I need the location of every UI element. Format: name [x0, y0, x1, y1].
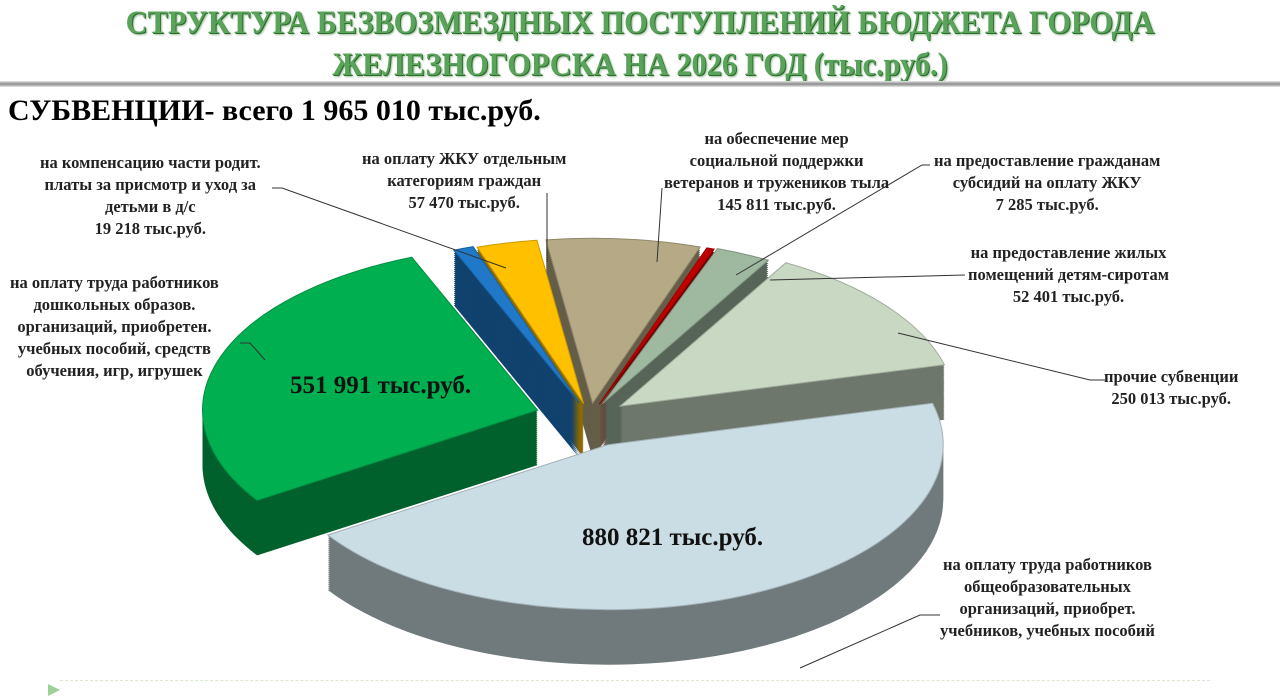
- pie-slice: [326, 402, 944, 665]
- data-label-schools: 880 821 тыс.руб.: [582, 524, 764, 551]
- pie-slice-top: [452, 246, 581, 404]
- label-line: дошкольных образов.: [33, 295, 196, 314]
- leader-line-other: [897, 332, 1105, 381]
- label-line: категориям граждан: [387, 171, 542, 190]
- label-value: 7 285 тыс.руб.: [995, 195, 1099, 214]
- pie-slice-top: [598, 247, 716, 405]
- chart-title-line-2: ЖЕЛЕЗНОГОРСКА НА 2026 ГОД (тыс.руб.): [332, 47, 948, 83]
- label-line: ветеранов и тружеников тыла: [664, 173, 890, 192]
- label-preschool: на оплату труда работников дошкольных об…: [10, 272, 219, 382]
- label-value: 57 470 тыс.руб.: [408, 193, 520, 212]
- pie-slice-top: [545, 237, 701, 405]
- leader-line-subsidies: [735, 164, 930, 276]
- label-line: на предоставление жилых: [970, 243, 1167, 262]
- chart-subtitle: СУБВЕНЦИИ- всего 1 965 010 тыс.руб.: [8, 94, 541, 127]
- leader-line-compensation: [272, 187, 507, 269]
- label-orphans: на предоставление жилых помещений детям-…: [968, 242, 1169, 308]
- label-value: 52 401 тыс.руб.: [1012, 287, 1125, 306]
- label-line: учебников, учебных пособий: [940, 621, 1155, 640]
- label-line: организаций, приобретен.: [17, 317, 212, 336]
- data-label-preschool: 551 991 тыс.руб.: [290, 372, 472, 399]
- label-line: субсидий на оплату ЖКУ: [952, 173, 1142, 192]
- label-line: обучения, игр, игрушек: [26, 361, 203, 380]
- label-other: прочие субвенции 250 013 тыс.руб.: [1104, 366, 1238, 410]
- label-line: учебных пособий, средств: [17, 339, 211, 358]
- label-housing: на оплату ЖКУ отдельным категориям гражд…: [362, 148, 566, 214]
- pie-slices: [202, 237, 946, 665]
- label-line: прочие субвенции: [1104, 367, 1239, 386]
- pie-slice-side: [599, 250, 715, 408]
- chart-title-line-1: СТРУКТУРА БЕЗВОЗМЕЗДНЫХ ПОСТУПЛЕНИЙ БЮДЖ…: [125, 5, 1155, 41]
- label-schools: на оплату труда работников общеобразоват…: [940, 554, 1155, 642]
- pie-slice-top: [618, 262, 946, 407]
- label-compensation: на компенсацию части родит. платы за при…: [40, 152, 261, 240]
- label-value: 19 218 тыс.руб.: [94, 219, 206, 238]
- leader-line-veterans: [656, 187, 663, 263]
- pie-slice-top: [326, 402, 944, 611]
- label-line: на оплату труда работников: [10, 273, 219, 292]
- leader-line-preschool: [240, 342, 266, 361]
- label-value: 145 811 тыс.руб.: [717, 195, 836, 214]
- leader-line-schools: [799, 614, 940, 669]
- label-line: на оплату ЖКУ отдельным: [362, 149, 567, 168]
- leader-lines: [240, 164, 1105, 669]
- label-value: 250 013 тыс.руб.: [1111, 389, 1231, 408]
- title-divider: [0, 81, 1280, 87]
- label-veterans: на обеспечение мер социальной поддержки …: [664, 128, 889, 216]
- label-subsidies: на предоставление гражданам субсидий на …: [934, 150, 1160, 216]
- leader-line-orphans: [769, 274, 966, 281]
- pie-slice-top: [202, 256, 539, 501]
- pie-slice: [452, 246, 581, 459]
- label-line: помещений детям-сиротам: [968, 265, 1169, 284]
- label-line: на оплату труда работников: [943, 555, 1152, 574]
- label-line: платы за присмотр и уход за: [44, 175, 257, 194]
- label-line: на компенсацию части родит.: [40, 153, 261, 172]
- label-line: детьми в д/с: [104, 197, 196, 216]
- pie-slice: [202, 256, 539, 556]
- triangle-bullet-icon: [48, 684, 60, 696]
- label-line: социальной поддержки: [689, 151, 864, 170]
- footer-divider: [60, 680, 1210, 681]
- pie-slice-top: [602, 248, 770, 405]
- label-line: организаций, приобрет.: [959, 599, 1136, 618]
- label-line: на предоставление гражданам: [934, 151, 1161, 170]
- pie-slice-top: [476, 239, 585, 404]
- label-line: на обеспечение мер: [704, 129, 849, 148]
- label-line: общеобразовательных: [964, 577, 1131, 596]
